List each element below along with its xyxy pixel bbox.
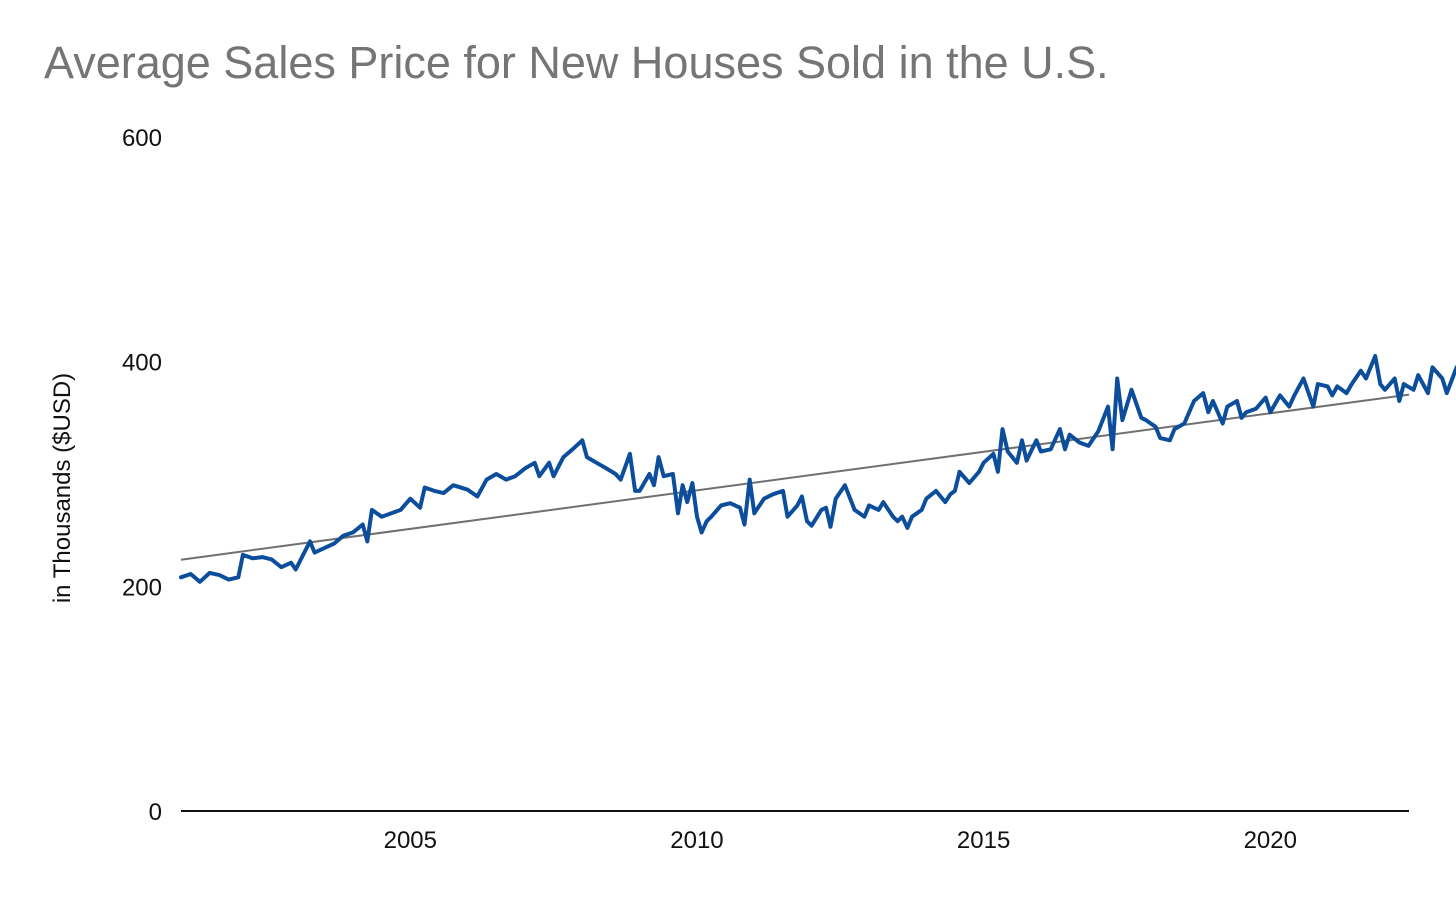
trend-line — [180, 393, 1410, 561]
y-axis-ticks: 0 200 400 600 — [122, 125, 162, 826]
x-tick-label-2010: 2010 — [670, 827, 723, 854]
y-tick-label-600: 600 — [122, 125, 162, 152]
y-tick-label-200: 200 — [122, 574, 162, 601]
x-tick-label-2020: 2020 — [1244, 827, 1297, 854]
y-tick-label-400: 400 — [122, 350, 162, 377]
chart-title: Average Sales Price for New Houses Sold … — [44, 37, 1109, 88]
y-tick-label-0: 0 — [149, 799, 162, 826]
x-axis-ticks: 2005 2010 2015 2020 — [384, 827, 1297, 854]
y-axis-title: in Thousands ($USD) — [49, 373, 76, 603]
x-tick-label-2015: 2015 — [957, 827, 1010, 854]
x-tick-label-2005: 2005 — [384, 827, 437, 854]
price-series-line — [179, 354, 1456, 584]
